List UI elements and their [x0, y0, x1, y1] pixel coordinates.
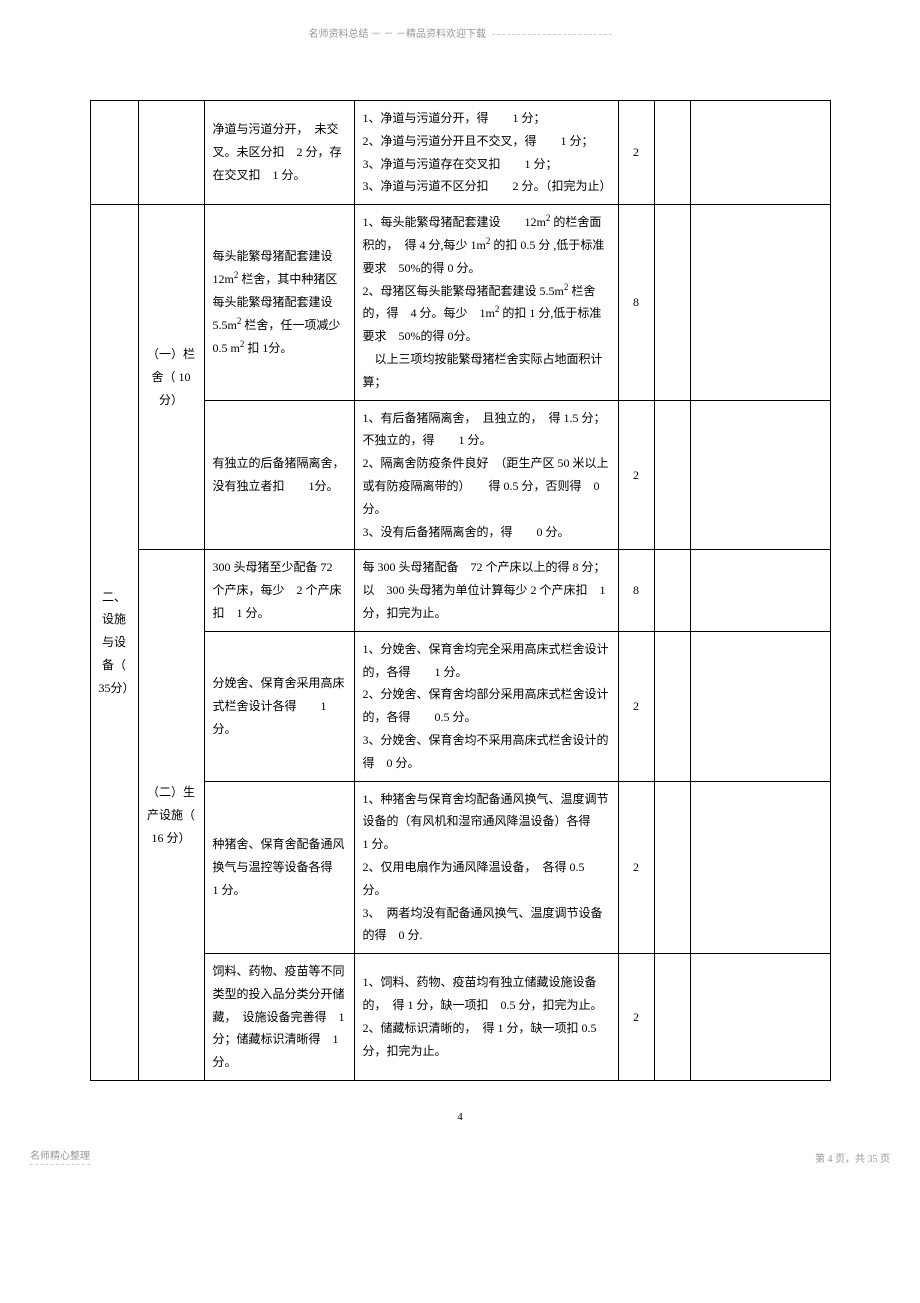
cell-d: 每 300 头母猪配备 72 个产床以上的得 8 分；以 300 头母猪为单位计…	[354, 550, 618, 631]
table-row: （二）生产设施（ 16 分） 300 头母猪至少配备 72 个产床，每少 2 个…	[90, 550, 830, 631]
page-number: 4	[0, 1111, 920, 1123]
cell-f	[654, 205, 690, 400]
doc-header: 名师资料总结 － － －精品资料欢迎下载	[0, 20, 920, 40]
cell-c: 饲料、药物、疫苗等不同类型的投入品分类分开储藏， 设施设备完善得 1 分；储藏标…	[204, 954, 354, 1081]
cell-d: 1、净道与污道分开，得 1 分；2、净道与污道分开且不交叉，得 1 分；3、净道…	[354, 101, 618, 205]
cell-g	[690, 400, 830, 550]
cell-f	[654, 954, 690, 1081]
cell-subsection: （一）栏舍（ 10 分）	[138, 205, 204, 550]
cell-g	[690, 550, 830, 631]
cell-g	[690, 205, 830, 400]
cell-e: 2	[618, 400, 654, 550]
footer-dash	[30, 1164, 90, 1165]
footer-left-text: 名师精心整理	[30, 1151, 90, 1162]
header-text: 名师资料总结 － － －精品资料欢迎下载	[309, 29, 487, 40]
cell-d: 1、饲料、药物、疫苗均有独立储藏设施设备的， 得 1 分，缺一项扣 0.5 分，…	[354, 954, 618, 1081]
cell-c: 每头能繁母猪配套建设 12m2 栏舍，其中种猪区每头能繁母猪配套建设 5.5m2…	[204, 205, 354, 400]
cell-d: 1、每头能繁母猪配套建设 12m2 的栏舍面积的， 得 4 分,每少 1m2 的…	[354, 205, 618, 400]
cell-c: 有独立的后备猪隔离舍，没有独立者扣 1分。	[204, 400, 354, 550]
cell-e: 8	[618, 550, 654, 631]
cell-f	[654, 101, 690, 205]
cell-d: 1、分娩舍、保育舍均完全采用高床式栏舍设计的，各得 1 分。2、分娩舍、保育舍均…	[354, 631, 618, 781]
cell-c: 种猪舍、保育舍配备通风换气与温控等设备各得 1 分。	[204, 781, 354, 954]
cell-e: 2	[618, 101, 654, 205]
footer-left: 名师精心整理	[30, 1147, 90, 1165]
cell-e: 2	[618, 954, 654, 1081]
scoring-table: 净道与污道分开， 未交叉。未区分扣 2 分，存在交叉扣 1 分。 1、净道与污道…	[90, 100, 831, 1081]
cell-e: 2	[618, 781, 654, 954]
cell-g	[690, 781, 830, 954]
cell-d: 1、有后备猪隔离舍， 且独立的， 得 1.5 分；不独立的，得 1 分。2、隔离…	[354, 400, 618, 550]
cell-g	[690, 101, 830, 205]
header-dash	[492, 34, 612, 35]
table-row: 二、设施与设备（ 35分） （一）栏舍（ 10 分） 每头能繁母猪配套建设 12…	[90, 205, 830, 400]
cell-f	[654, 781, 690, 954]
cell-f	[654, 400, 690, 550]
cell-section: 二、设施与设备（ 35分）	[90, 205, 138, 1081]
cell-f	[654, 550, 690, 631]
cell-g	[690, 954, 830, 1081]
footer-right: 第 4 页，共 35 页	[815, 1150, 890, 1165]
cell-c: 净道与污道分开， 未交叉。未区分扣 2 分，存在交叉扣 1 分。	[204, 101, 354, 205]
cell-subsection: （二）生产设施（ 16 分）	[138, 550, 204, 1081]
cell-c: 300 头母猪至少配备 72 个产床，每少 2 个产床扣 1 分。	[204, 550, 354, 631]
cell-d: 1、种猪舍与保育舍均配备通风换气、温度调节设备的（有风机和湿帘通风降温设备）各得…	[354, 781, 618, 954]
cell-a	[90, 101, 138, 205]
cell-c: 分娩舍、保育舍采用高床式栏舍设计各得 1分。	[204, 631, 354, 781]
cell-f	[654, 631, 690, 781]
cell-g	[690, 631, 830, 781]
cell-e: 2	[618, 631, 654, 781]
cell-b	[138, 101, 204, 205]
table-row: 净道与污道分开， 未交叉。未区分扣 2 分，存在交叉扣 1 分。 1、净道与污道…	[90, 101, 830, 205]
cell-e: 8	[618, 205, 654, 400]
